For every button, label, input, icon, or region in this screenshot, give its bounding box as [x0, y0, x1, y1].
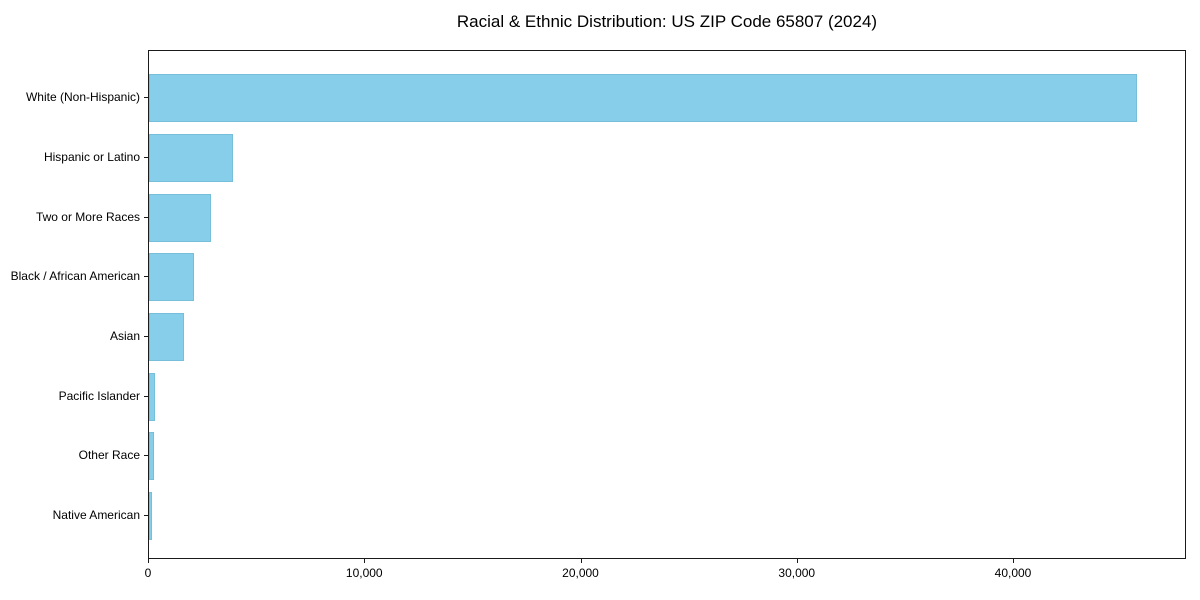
- plot-area: [148, 50, 1186, 559]
- y-tick-mark: [144, 514, 148, 516]
- x-tick-label-30-000: 30,000: [778, 566, 816, 580]
- x-tick-label-20-000: 20,000: [562, 566, 599, 580]
- bar-asian: [149, 312, 184, 361]
- y-tick-mark: [144, 276, 148, 278]
- x-tick-mark: [364, 559, 366, 563]
- x-tick-mark: [148, 559, 149, 563]
- y-axis-label-pacific-islander: Pacific Islander: [58, 388, 140, 403]
- bar-two-or-more-races: [149, 193, 211, 242]
- y-axis-label-other-race: Other Race: [78, 448, 140, 463]
- x-tick-label-10-000: 10,000: [345, 566, 383, 580]
- y-tick-mark: [144, 395, 148, 397]
- y-tick-mark: [144, 455, 148, 457]
- bar-hispanic-or-latino: [149, 133, 233, 182]
- bar-white-non-hispanic: [149, 74, 1137, 123]
- x-tick-mark: [1013, 559, 1014, 563]
- x-tick-mark: [580, 559, 582, 563]
- x-tick-label-40-000: 40,000: [994, 566, 1032, 580]
- bar-other-race: [149, 432, 154, 481]
- y-tick-mark: [144, 97, 148, 99]
- y-axis-label-white-non-hispanic: White (Non-Hispanic): [25, 90, 140, 105]
- y-axis-label-native-american: Native American: [52, 507, 140, 522]
- bar-native-american: [149, 491, 152, 540]
- y-tick-mark: [144, 335, 148, 337]
- y-tick-mark: [144, 156, 148, 158]
- y-axis-label-black-african-american: Black / African American: [10, 269, 140, 284]
- y-axis-label-hispanic-or-latino: Hispanic or Latino: [43, 149, 140, 164]
- x-tick-mark: [796, 559, 798, 563]
- bar-pacific-islander: [149, 372, 155, 421]
- y-tick-mark: [144, 216, 148, 218]
- y-axis-label-two-or-more-races: Two or More Races: [35, 209, 140, 224]
- x-tick-label-0: 0: [144, 566, 152, 580]
- bar-black-african-american: [149, 253, 194, 302]
- chart-title: Racial & Ethnic Distribution: US ZIP Cod…: [456, 12, 878, 31]
- y-axis-label-asian: Asian: [109, 328, 140, 343]
